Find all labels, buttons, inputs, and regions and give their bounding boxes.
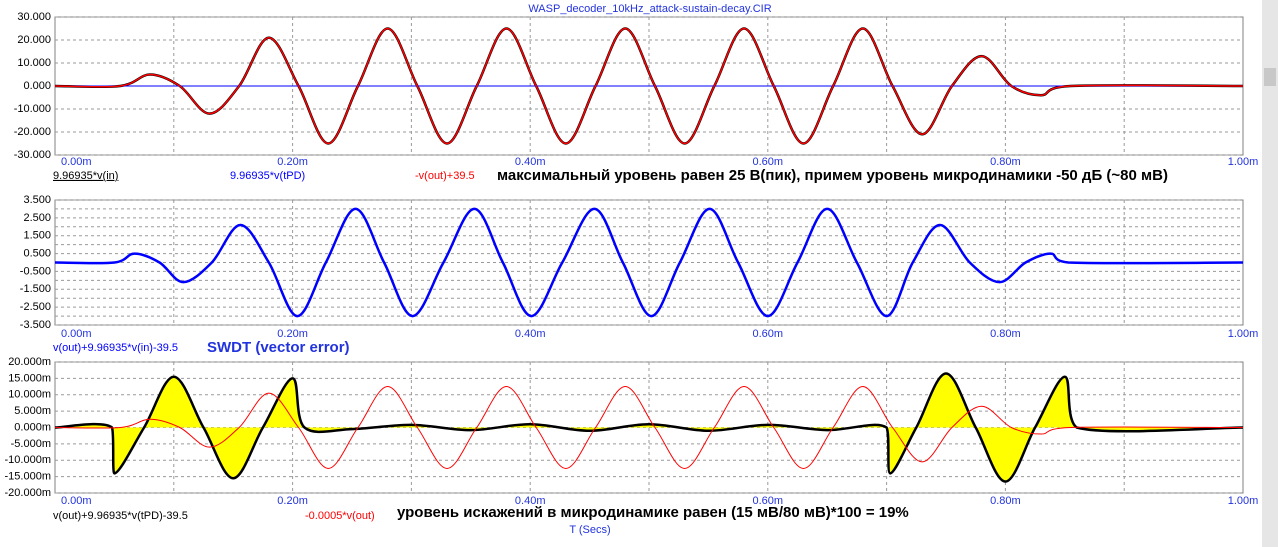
x-tick-label: 0.00m [61,328,92,340]
side-panel [1262,0,1278,547]
x-tick-label: 0.20m [277,495,308,507]
scroll-thumb[interactable] [1264,68,1276,86]
y-tick-label: 5.000m [14,405,51,417]
x-tick-label: 0.20m [277,328,308,340]
x-tick-label: 0.60m [753,328,784,340]
x-tick-label: 0.60m [753,156,784,168]
y-tick-label: -1.500 [20,283,51,295]
y-tick-label: -0.500 [20,265,51,277]
y-tick-label: 15.000m [8,372,51,384]
y-tick-label: 20.000 [17,34,51,46]
x-tick-label: 0.00m [61,156,92,168]
trace [54,372,1244,483]
y-tick-label: -30.000 [14,149,51,161]
y-tick-label: -2.500 [20,301,51,313]
y-tick-label: -20.000 [14,126,51,138]
x-tick-label: 0.40m [515,328,546,340]
file-title: WASP_decoder_10kHz_attack-sustain-decay.… [528,3,771,15]
annotation: уровень искажений в микродинамике равен … [397,504,909,521]
x-axis-label: T (Secs) [569,524,610,536]
y-tick-label: 3.500 [23,194,51,206]
y-tick-label: -3.500 [20,319,51,331]
annotation: SWDT (vector error) [207,339,350,356]
y-tick-label: 0.500 [23,247,51,259]
y-tick-label: -10.000m [5,454,51,466]
y-tick-label: 20.000m [8,356,51,368]
x-tick-label: 0.20m [277,156,308,168]
x-tick-label: 0.40m [515,495,546,507]
legend-entry: -v(out)+39.5 [415,170,475,182]
x-tick-label: 0.00m [61,495,92,507]
y-tick-label: -15.000m [5,471,51,483]
y-tick-label: 1.500 [23,230,51,242]
y-tick-label: 30.000 [17,11,51,23]
y-tick-label: 2.500 [23,212,51,224]
legend-entry: 9.96935*v(in) [53,170,118,182]
legend-entry: v(out)+9.96935*v(in)-39.5 [53,342,178,354]
error-area [55,373,1243,482]
y-tick-label: 0.000 [23,80,51,92]
x-tick-label: 0.40m [515,156,546,168]
y-tick-label: 10.000m [8,389,51,401]
legend-entry: 9.96935*v(tPD) [230,170,305,182]
x-tick-label: 0.80m [990,495,1021,507]
y-tick-label: -10.000 [14,103,51,115]
trace [54,207,1244,318]
annotation: максимальный уровень равен 25 В(пик), пр… [497,167,1168,184]
x-tick-label: 0.80m [990,328,1021,340]
y-tick-label: -20.000m [5,487,51,499]
trace [54,386,1244,469]
trace [54,27,1244,145]
legend-entry: -0.0005*v(out) [305,510,375,522]
x-tick-label: 1.00m [1228,328,1259,340]
x-tick-label: 0.80m [990,156,1021,168]
x-tick-label: 1.00m [1228,495,1259,507]
y-tick-label: -5.000m [11,438,51,450]
y-tick-label: 10.000 [17,57,51,69]
x-tick-label: 1.00m [1228,156,1259,168]
legend-entry: v(out)+9.96935*v(tPD)-39.5 [53,510,188,522]
x-tick-label: 0.60m [753,495,784,507]
y-tick-label: 0.000m [14,421,51,433]
